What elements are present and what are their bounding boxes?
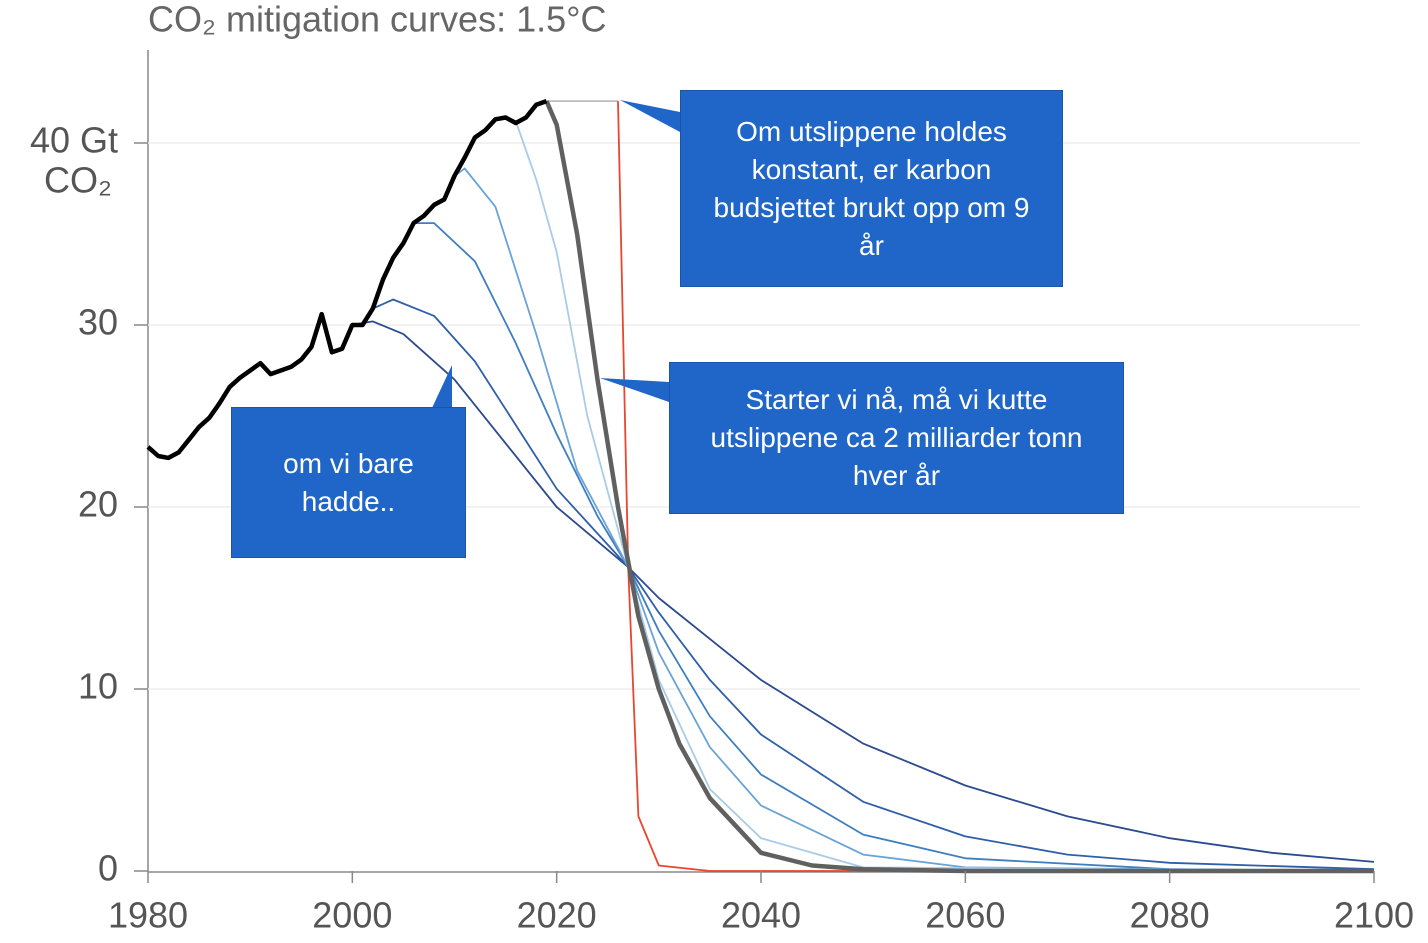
series-line	[372, 298, 1375, 871]
x-tick-label: 2060	[925, 895, 1005, 936]
series-line	[617, 101, 1374, 872]
callout: Starter vi nå, må vi kutte utslippene ca…	[669, 362, 1124, 514]
y-tick-label: 40 Gt	[30, 120, 118, 161]
y-tick-label: 30	[78, 302, 118, 343]
callout-pointer	[620, 100, 680, 132]
y-tick-label: 20	[78, 484, 118, 525]
callout-pointer	[432, 365, 452, 408]
y-axis-unit: CO₂	[44, 160, 112, 201]
x-tick-label: 2040	[721, 895, 801, 936]
callout: Om utslippene holdes konstant, er karbon…	[680, 90, 1063, 287]
series-line	[453, 167, 1375, 872]
x-tick-label: 2100	[1334, 895, 1414, 936]
x-tick-label: 2080	[1130, 895, 1210, 936]
y-tick-label: 0	[98, 848, 118, 889]
x-tick-label: 2000	[312, 895, 392, 936]
x-tick-label: 1980	[108, 895, 188, 936]
series-line	[352, 320, 1375, 863]
series-line	[544, 100, 1374, 874]
callout-pointer	[600, 378, 669, 402]
series-line	[413, 222, 1375, 872]
callout: om vi bare hadde..	[231, 407, 466, 558]
series-line	[146, 98, 548, 461]
chart-title: CO₂ mitigation curves: 1.5°C	[148, 0, 607, 40]
x-tick-label: 2020	[517, 895, 597, 936]
y-tick-label: 10	[78, 666, 118, 707]
